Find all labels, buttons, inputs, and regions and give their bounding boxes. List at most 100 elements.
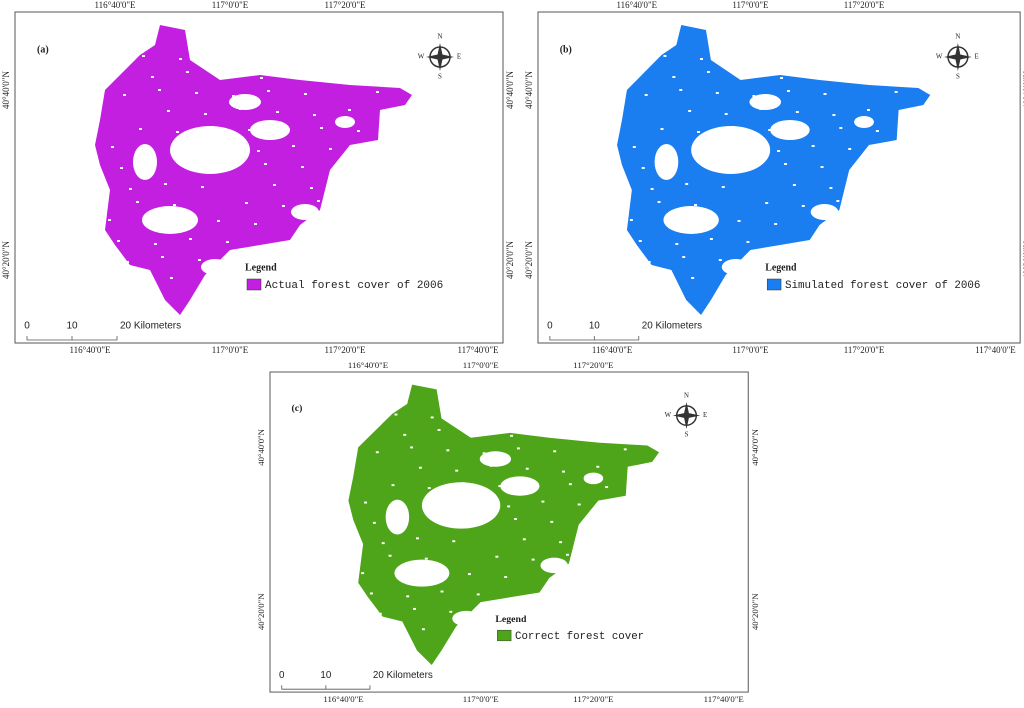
non-forest-area [250, 120, 290, 140]
left-tick-label: 40°20'0"N [524, 241, 534, 279]
speckle [462, 482, 466, 485]
speckle [220, 147, 223, 149]
non-forest-area [540, 557, 568, 574]
legend-entry: Correct forest cover [515, 631, 644, 643]
right-tick-label: 40°20'0"N [1022, 241, 1024, 279]
speckle [613, 506, 617, 509]
speckle [534, 488, 538, 490]
speckle [724, 113, 728, 115]
speckle [611, 577, 614, 579]
top-tick-label: 116°40'0"E [617, 0, 658, 10]
speckle [504, 576, 508, 578]
speckle [317, 200, 320, 202]
speckle [403, 433, 407, 436]
speckle [111, 146, 114, 148]
speckle [531, 558, 535, 561]
left-tick-label: 40°40'0"N [1, 71, 11, 109]
compass-e: E [457, 53, 461, 61]
speckle [839, 127, 843, 129]
speckle [715, 92, 719, 94]
speckle [691, 277, 695, 279]
speckle [884, 151, 888, 153]
speckle [375, 451, 379, 454]
speckle [357, 130, 360, 132]
speckle [620, 518, 624, 521]
speckle [370, 237, 373, 239]
speckle [709, 238, 713, 240]
speckle [260, 77, 263, 79]
scale-label: 10 [320, 670, 331, 681]
speckle [829, 187, 833, 189]
speckle [632, 146, 636, 148]
speckle [373, 164, 376, 166]
legend-swatch [246, 278, 262, 291]
speckle [881, 224, 885, 226]
speckle [909, 206, 913, 208]
speckle [186, 71, 189, 73]
speckle [495, 555, 499, 558]
speckle [413, 607, 417, 610]
non-forest-area [452, 610, 480, 627]
speckle [903, 112, 907, 114]
non-forest-area [663, 206, 719, 234]
speckle [663, 55, 667, 57]
top-tick-label: 117°0'0"E [463, 360, 499, 370]
speckle [577, 503, 581, 506]
speckle [217, 220, 220, 222]
speckle [629, 219, 633, 221]
speckle [650, 188, 654, 190]
legend-entry: Simulated forest cover of 2006 [785, 280, 980, 292]
non-forest-area [385, 499, 410, 535]
speckle [226, 241, 229, 243]
speckle [857, 169, 861, 171]
speckle [458, 631, 462, 634]
map-panel: (b) 116°40'0"E 117°0'0"E 117°20'0"E 116°40'0… [524, 0, 1024, 355]
speckle [780, 77, 784, 79]
speckle [161, 256, 164, 258]
map-panel: (c) 116°40'0"E 117°0'0"E 117°20'0"E 116°40'0… [256, 360, 760, 704]
speckle [832, 114, 836, 116]
speckle [332, 75, 335, 77]
speckle [105, 52, 108, 54]
speckle [586, 523, 590, 526]
non-forest-area [749, 94, 782, 110]
bottom-tick-label: 117°20'0"E [844, 345, 885, 355]
bottom-tick-label: 117°0'0"E [732, 345, 769, 355]
scale-label: 20 Kilometers [373, 670, 433, 681]
speckle [295, 72, 298, 74]
speckle [565, 553, 569, 556]
speckle [737, 220, 741, 222]
speckle [727, 280, 731, 282]
speckle [158, 89, 161, 91]
speckle [292, 145, 295, 147]
bottom-tick-label: 117°0'0"E [463, 694, 499, 704]
speckle [129, 188, 132, 190]
speckle [675, 243, 679, 245]
non-forest-area [721, 259, 750, 275]
speckle [176, 131, 179, 133]
speckle [635, 73, 639, 75]
speckle [307, 260, 310, 262]
speckle [660, 128, 664, 130]
compass-s: S [438, 73, 442, 81]
speckle [568, 483, 572, 486]
bottom-tick-label: 116°40'0"E [323, 694, 363, 704]
left-tick-label: 40°20'0"N [256, 593, 266, 630]
speckle [544, 430, 548, 432]
legend-swatch [497, 629, 512, 642]
speckle [223, 74, 226, 76]
compass-n: N [684, 393, 689, 400]
speckle [229, 168, 232, 170]
speckle [795, 111, 799, 113]
speckle [433, 577, 437, 580]
top-tick-label: 117°20'0"E [844, 0, 885, 10]
speckle [201, 186, 204, 188]
compass-s: S [685, 431, 689, 438]
forest-area [348, 384, 660, 666]
speckle [498, 485, 502, 488]
speckle [394, 413, 398, 416]
speckle [198, 259, 201, 261]
scale-label: 0 [547, 321, 553, 332]
speckle [798, 278, 802, 280]
